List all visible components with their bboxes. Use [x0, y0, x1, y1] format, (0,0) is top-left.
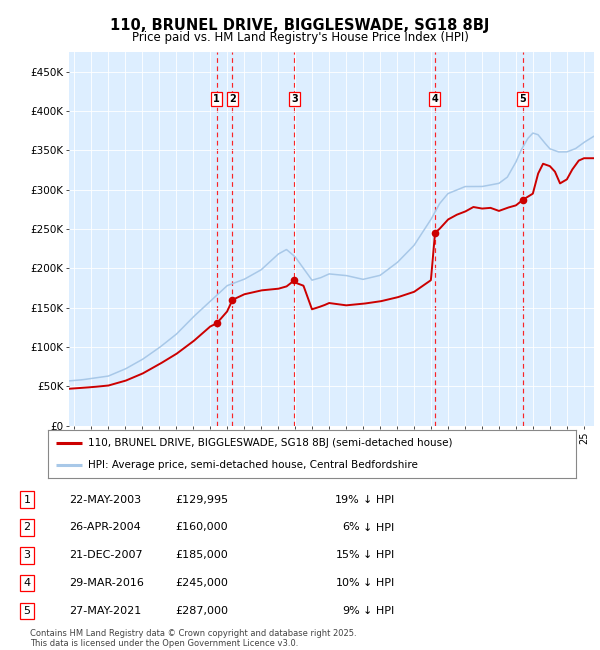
Text: 110, BRUNEL DRIVE, BIGGLESWADE, SG18 8BJ: 110, BRUNEL DRIVE, BIGGLESWADE, SG18 8BJ [110, 18, 490, 33]
Text: 29-MAR-2016: 29-MAR-2016 [69, 578, 144, 588]
Text: 110, BRUNEL DRIVE, BIGGLESWADE, SG18 8BJ (semi-detached house): 110, BRUNEL DRIVE, BIGGLESWADE, SG18 8BJ… [88, 438, 452, 448]
Text: £245,000: £245,000 [175, 578, 228, 588]
Text: 19%: 19% [335, 495, 360, 504]
Text: ↓ HPI: ↓ HPI [363, 606, 394, 616]
Text: ↓ HPI: ↓ HPI [363, 495, 394, 504]
Text: 1: 1 [23, 495, 31, 504]
Text: ↓ HPI: ↓ HPI [363, 578, 394, 588]
Text: 3: 3 [291, 94, 298, 104]
Text: 4: 4 [431, 94, 439, 104]
Text: Price paid vs. HM Land Registry's House Price Index (HPI): Price paid vs. HM Land Registry's House … [131, 31, 469, 44]
Text: 4: 4 [23, 578, 31, 588]
Text: 1: 1 [213, 94, 220, 104]
Text: 6%: 6% [343, 523, 360, 532]
Text: £185,000: £185,000 [175, 551, 228, 560]
Text: 5: 5 [519, 94, 526, 104]
Text: 10%: 10% [335, 578, 360, 588]
Text: 22-MAY-2003: 22-MAY-2003 [69, 495, 141, 504]
Text: 2: 2 [23, 523, 31, 532]
Text: 26-APR-2004: 26-APR-2004 [69, 523, 141, 532]
Text: £129,995: £129,995 [175, 495, 228, 504]
Text: £160,000: £160,000 [175, 523, 228, 532]
Text: 15%: 15% [335, 551, 360, 560]
Text: Contains HM Land Registry data © Crown copyright and database right 2025.
This d: Contains HM Land Registry data © Crown c… [30, 629, 356, 648]
Text: 2: 2 [229, 94, 236, 104]
Text: HPI: Average price, semi-detached house, Central Bedfordshire: HPI: Average price, semi-detached house,… [88, 460, 418, 470]
Text: 21-DEC-2007: 21-DEC-2007 [69, 551, 143, 560]
Text: 5: 5 [23, 606, 31, 616]
Text: £287,000: £287,000 [175, 606, 228, 616]
Text: 9%: 9% [342, 606, 360, 616]
Text: 3: 3 [23, 551, 31, 560]
Text: ↓ HPI: ↓ HPI [363, 551, 394, 560]
Text: 27-MAY-2021: 27-MAY-2021 [69, 606, 141, 616]
Text: ↓ HPI: ↓ HPI [363, 523, 394, 532]
